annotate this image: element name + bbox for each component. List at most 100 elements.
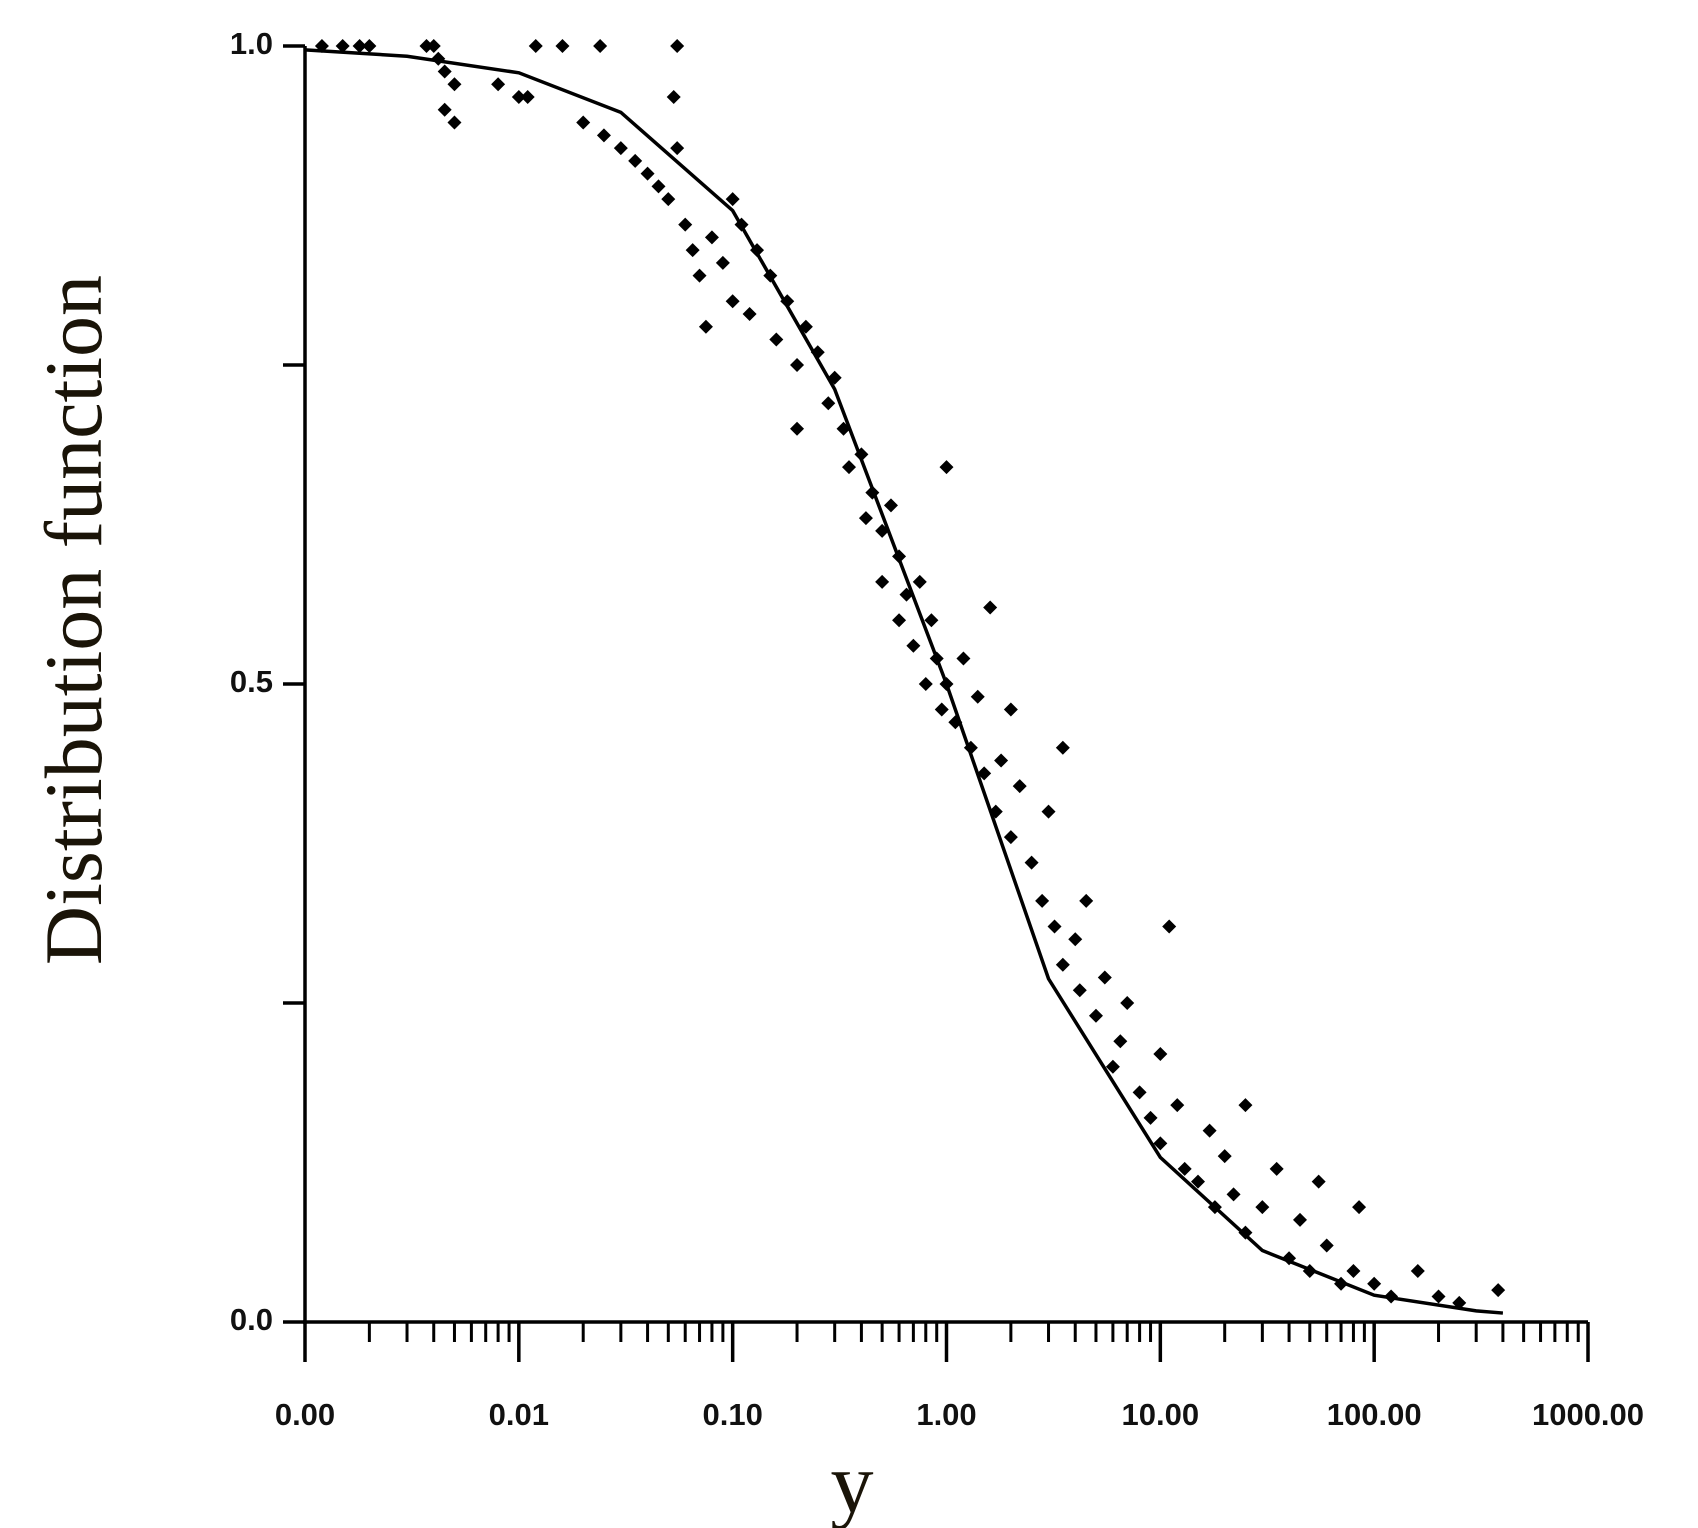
data-point [912,574,927,589]
data-point [1079,893,1094,908]
data-point [970,689,985,704]
data-point [1143,1110,1158,1125]
data-point [934,702,949,717]
data-point [670,39,685,53]
data-point [640,166,655,181]
x-tick-label: 1.00 [916,1397,976,1432]
data-point [1003,702,1018,717]
data-point [715,255,730,270]
data-point [1170,1098,1185,1113]
data-point [1153,1047,1168,1062]
data-point [983,600,998,615]
data-point [821,396,836,411]
data-point [1113,1034,1128,1049]
data-point [1088,1008,1103,1023]
data-point [1217,1149,1232,1164]
data-point [426,39,441,53]
data-point [1293,1212,1308,1227]
data-point [1055,740,1070,755]
data-point [1072,983,1087,998]
y-tick-label: 1.0 [230,26,273,61]
data-point [1035,893,1050,908]
x-tick-label: 1000.00 [1532,1397,1644,1432]
data-point [725,192,740,207]
data-point [698,319,713,334]
data-point [651,179,666,194]
data-point [352,39,367,53]
data-point [692,268,707,283]
data-point [1319,1238,1334,1253]
data-point [769,332,784,347]
data-point [666,90,681,105]
data-point [593,39,608,53]
data-point [1024,855,1039,870]
y-tick-label: 0.0 [230,1302,273,1337]
data-point [1003,830,1018,845]
data-point [1047,919,1062,934]
x-tick-label: 0.00 [275,1397,335,1432]
data-point [628,153,643,168]
data-point [858,511,873,526]
data-point [994,753,1009,768]
data-point [875,574,890,589]
x-tick-label: 10.00 [1122,1397,1200,1432]
data-point [1153,1136,1168,1151]
data-point [1410,1263,1425,1278]
data-point [1238,1098,1253,1113]
data-point [437,64,452,79]
data-point [362,39,377,53]
data-point [918,677,933,691]
data-point [1041,804,1056,819]
data-point [1120,996,1135,1010]
data-point [1269,1161,1284,1176]
data-point [1226,1187,1241,1202]
x-tick-label: 100.00 [1327,1397,1422,1432]
data-point [977,766,992,781]
data-point [1367,1276,1382,1291]
data-point [1346,1263,1361,1278]
data-point [520,90,535,105]
data-point [842,460,857,475]
x-tick-label: 0.01 [489,1397,549,1432]
data-point [1431,1289,1446,1304]
data-point [447,115,462,130]
data-point [1202,1123,1217,1138]
data-point [596,128,611,143]
data-point [685,243,700,258]
data-point [1162,919,1177,934]
data-point [892,613,907,628]
fit-curve [304,48,1504,1315]
data-point [1097,970,1112,985]
data-point [1055,957,1070,972]
data-point [335,39,350,53]
data-point [1132,1085,1147,1100]
data-point [431,51,446,66]
data-point [790,421,805,436]
data-point [419,39,434,53]
data-point [956,651,971,666]
y-axis-title: Distribution function [28,275,119,965]
data-point [704,230,719,245]
y-tick-label: 0.5 [230,664,273,699]
data-point [1491,1283,1506,1298]
x-tick-label: 0.10 [702,1397,762,1432]
data-point [883,498,898,513]
data-point [1311,1174,1326,1189]
data-point [511,90,526,105]
data-point [1255,1200,1270,1215]
data-point [906,638,921,653]
data-point [491,77,506,92]
data-point [1352,1200,1367,1215]
data-point [1012,779,1027,794]
data-point [790,358,805,372]
data-point [725,294,740,309]
data-point [555,39,570,53]
data-point [670,141,685,156]
x-axis-title: y [831,1435,874,1528]
data-point [447,77,462,92]
data-point [1177,1161,1192,1176]
data-point [613,141,628,156]
data-point [742,306,757,321]
